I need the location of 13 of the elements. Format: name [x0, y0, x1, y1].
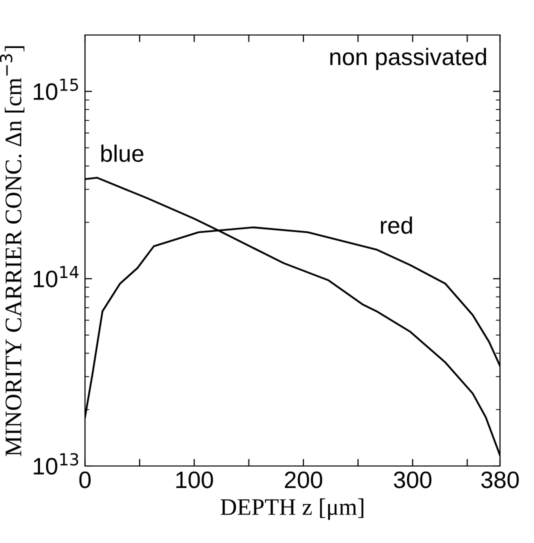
y-tick-label: 10$^{13}$: [34, 453, 78, 475]
x-tick-label: 380: [481, 471, 519, 488]
series-label: blue: [101, 144, 144, 162]
x-tick-label: 100: [176, 471, 213, 488]
annotation: non passivated: [330, 48, 486, 70]
y-tick-label: 10$^{15}$: [34, 78, 78, 100]
x-axis-title: DEPTH z [μm]: [220, 498, 364, 520]
x-tick-label: 200: [284, 471, 322, 488]
y-tick-label: 10$^{14}$: [34, 266, 79, 288]
x-tick-label: 0: [79, 471, 91, 488]
y-axis-title: MINORITY CARRIER CONC. Δn [cm$^{−3}$]: [0, 46, 24, 456]
x-tick-label: 300: [394, 471, 432, 488]
series-label: red: [380, 216, 412, 234]
